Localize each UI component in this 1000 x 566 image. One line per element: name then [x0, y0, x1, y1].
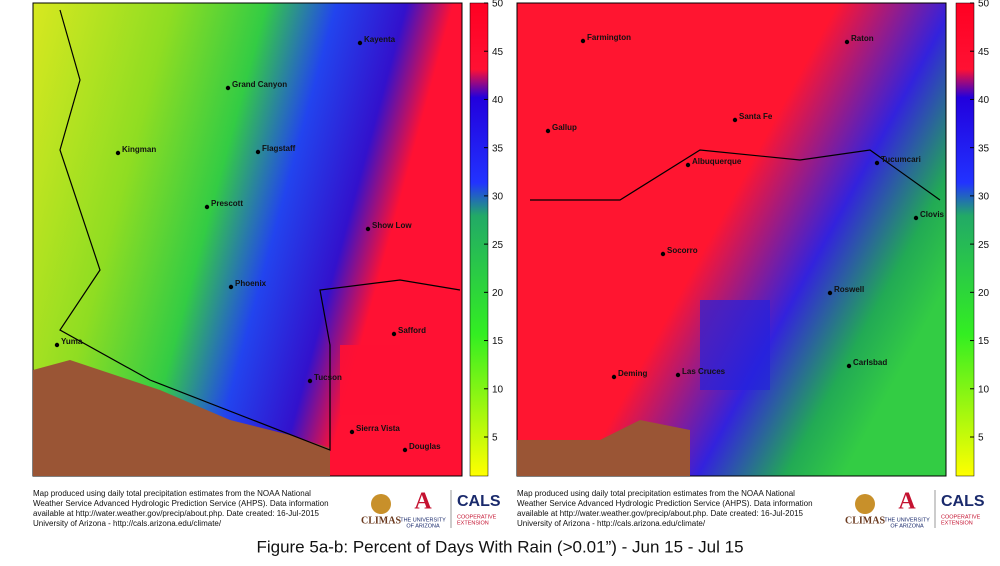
city-dot	[545, 128, 551, 134]
city-label: Kayenta	[364, 35, 396, 44]
city-dot	[54, 342, 60, 348]
city-dot	[827, 290, 833, 296]
credit-line: University of Arizona - http://cals.ariz…	[517, 519, 706, 528]
credit-line: available at http://water.weather.gov/pr…	[517, 509, 804, 518]
city-dot	[675, 372, 681, 378]
logo-text: CLIMAS	[845, 515, 885, 526]
city-dot	[204, 204, 210, 210]
logo-icon	[371, 494, 391, 514]
credit-line: Weather Service Advanced Hydrologic Pred…	[33, 499, 329, 508]
city-label: Gallup	[552, 123, 577, 132]
city-dot	[357, 40, 363, 46]
logo-text: THE UNIVERSITY	[400, 517, 446, 523]
logo-text: EXTENSION	[457, 520, 489, 526]
logo-icon: A	[898, 489, 916, 515]
logo-icon	[855, 494, 875, 514]
city-label: Deming	[618, 369, 647, 378]
city-dot	[365, 226, 371, 232]
logo-text: OF ARIZONA	[406, 523, 440, 529]
logo-icon: A	[414, 489, 432, 515]
credit-line: University of Arizona - http://cals.ariz…	[33, 519, 222, 528]
colorbar-tick-label: 20	[978, 288, 990, 299]
colorbar-tick-label: 35	[978, 143, 990, 154]
city-label: Farmington	[587, 33, 631, 42]
logo-text: EXTENSION	[941, 520, 973, 526]
credit-line: Map produced using daily total precipita…	[33, 489, 311, 498]
logo-text: CALS	[941, 493, 985, 510]
logo-text: CLIMAS	[361, 515, 401, 526]
city-dot	[660, 251, 666, 257]
colorbar-tick-label: 45	[492, 47, 504, 58]
city-dot	[225, 85, 231, 91]
colorbar	[469, 2, 489, 477]
city-dot	[115, 150, 121, 156]
colorbar-tick-label: 45	[978, 47, 990, 58]
credit-line: Weather Service Advanced Hydrologic Pred…	[517, 499, 813, 508]
city-label: Sierra Vista	[356, 424, 400, 433]
city-label: Yuma	[61, 337, 83, 346]
city-label: Prescott	[211, 199, 243, 208]
colorbar-tick-label: 5	[492, 433, 498, 444]
city-dot	[255, 149, 261, 155]
logo-text: COOPERATIVE	[457, 514, 497, 520]
city-label: Clovis	[920, 210, 945, 219]
city-dot	[580, 38, 586, 44]
city-label: Phoenix	[235, 279, 267, 288]
map-az	[32, 2, 463, 477]
city-label: Las Cruces	[682, 367, 726, 376]
city-label: Roswell	[834, 285, 864, 294]
colorbar-tick-label: 15	[978, 336, 990, 347]
colorbar-tick-label: 20	[492, 288, 504, 299]
city-label: Tucson	[314, 373, 342, 382]
city-label: Safford	[398, 326, 426, 335]
city-dot	[732, 117, 738, 123]
colorbar-tick-label: 40	[492, 95, 504, 106]
credit-line: available at http://water.weather.gov/pr…	[33, 509, 320, 518]
city-dot	[685, 162, 691, 168]
city-label: Albuquerque	[692, 157, 742, 166]
city-label: Santa Fe	[739, 112, 773, 121]
map-nm	[516, 2, 947, 477]
caption: Figure 5a-b: Percent of Days With Rain (…	[256, 537, 743, 556]
city-label: Raton	[851, 34, 874, 43]
city-dot	[846, 363, 852, 369]
logo-text: CALS	[457, 493, 501, 510]
logo-text: OF ARIZONA	[890, 523, 924, 529]
colorbar-tick-label: 50	[492, 0, 504, 10]
city-label: Flagstaff	[262, 144, 296, 153]
colorbar-tick-label: 50	[978, 0, 990, 10]
city-label: Show Low	[372, 221, 412, 230]
colorbar-tick-label: 10	[978, 384, 990, 395]
colorbar-tick-label: 10	[492, 384, 504, 395]
city-dot	[874, 160, 880, 166]
colorbar-tick-label: 30	[978, 192, 990, 203]
colorbar-tick-label: 40	[978, 95, 990, 106]
city-label: Carlsbad	[853, 358, 887, 367]
logo-text: COOPERATIVE	[941, 514, 981, 520]
colorbar-tick-label: 35	[492, 143, 504, 154]
logo-text: THE UNIVERSITY	[884, 517, 930, 523]
city-dot	[228, 284, 234, 290]
city-label: Tucumcari	[881, 155, 921, 164]
colorbar-tick-label: 15	[492, 336, 504, 347]
city-dot	[402, 447, 408, 453]
colorbar-tick-label: 25	[978, 240, 990, 251]
city-dot	[391, 331, 397, 337]
city-dot	[844, 39, 850, 45]
city-dot	[349, 429, 355, 435]
colorbar	[955, 2, 975, 477]
city-label: Socorro	[667, 246, 698, 255]
city-dot	[913, 215, 919, 221]
colorbar-tick-label: 5	[978, 433, 984, 444]
city-label: Douglas	[409, 442, 441, 451]
city-dot	[611, 374, 617, 380]
city-label: Grand Canyon	[232, 80, 287, 89]
city-dot	[307, 378, 313, 384]
colorbar-tick-label: 25	[492, 240, 504, 251]
credit-line: Map produced using daily total precipita…	[517, 489, 795, 498]
colorbar-tick-label: 30	[492, 192, 504, 203]
city-label: Kingman	[122, 145, 156, 154]
